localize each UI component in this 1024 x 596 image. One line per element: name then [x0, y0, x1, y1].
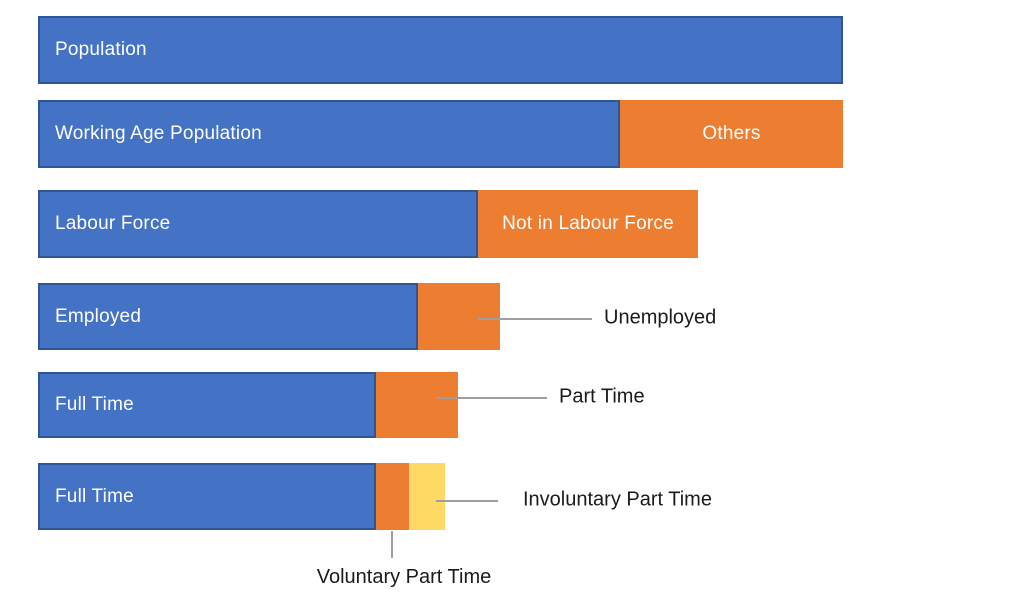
unemployed-callout-line: [478, 318, 592, 320]
bar-employed-label: Employed: [55, 305, 142, 327]
bar-population-label: Population: [55, 39, 147, 60]
bar-full-time-2: Full Time: [38, 463, 376, 530]
bar-working-age-population-label: Working Age Population: [55, 123, 262, 144]
bar-full-time-1: Full Time: [38, 372, 376, 438]
bar-population: Population: [38, 16, 843, 84]
bar-working-age-population: Working Age Population: [38, 100, 620, 168]
segment-unemployed: [418, 283, 500, 350]
segment-others-label: Others: [702, 123, 761, 144]
segment-others: Others: [620, 100, 843, 168]
voluntary-part-time-callout-line: [391, 531, 393, 558]
voluntary-part-time-label: Voluntary Part Time: [316, 566, 492, 588]
segment-not-in-labour-force: Not in Labour Force: [478, 190, 698, 258]
bar-full-time-1-label: Full Time: [55, 394, 134, 415]
bar-full-time-2-label: Full Time: [55, 485, 134, 507]
segment-involuntary-part-time: [409, 463, 445, 530]
segment-not-in-labour-force-label: Not in Labour Force: [502, 213, 674, 234]
bar-employed: Employed: [38, 283, 418, 350]
segment-voluntary-part-time: [376, 463, 409, 530]
bar-labour-force: Labour Force: [38, 190, 478, 258]
part-time-label: Part Time: [559, 385, 645, 408]
involuntary-part-time-callout-line: [436, 500, 498, 502]
unemployed-label: Unemployed: [604, 306, 717, 329]
segment-part-time: [376, 372, 458, 438]
part-time-callout-line: [437, 397, 547, 399]
bar-labour-force-label: Labour Force: [55, 213, 171, 234]
involuntary-part-time-label: Involuntary Part Time: [523, 488, 712, 511]
